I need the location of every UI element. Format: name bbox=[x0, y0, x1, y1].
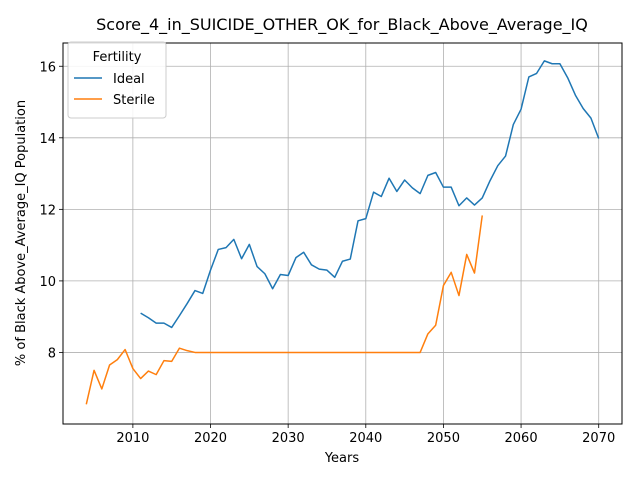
legend-label-ideal: Ideal bbox=[113, 72, 145, 87]
legend-title: Fertility bbox=[93, 50, 142, 65]
chart-title: Score_4_in_SUICIDE_OTHER_OK_for_Black_Ab… bbox=[96, 15, 588, 35]
x-tick-label: 2030 bbox=[272, 431, 305, 446]
y-axis-ticks: 8 10 12 14 16 bbox=[39, 60, 63, 361]
legend-label-sterile: Sterile bbox=[113, 93, 155, 108]
series-lines bbox=[85, 60, 600, 405]
x-axis-label: Years bbox=[324, 451, 360, 466]
y-axis-label: % of Black Above_Average_IQ Population bbox=[14, 100, 29, 366]
legend: Fertility Ideal Sterile bbox=[67, 41, 167, 119]
x-tick-label: 2070 bbox=[582, 431, 615, 446]
x-axis-ticks: 2010 2020 2030 2040 2050 2060 2070 bbox=[116, 424, 615, 446]
x-tick-label: 2010 bbox=[116, 431, 149, 446]
y-tick-label: 16 bbox=[39, 60, 56, 75]
y-tick-label: 14 bbox=[39, 132, 56, 147]
plot-area-frame bbox=[62, 42, 623, 425]
series-line-sterile bbox=[85, 215, 483, 405]
x-tick-label: 2060 bbox=[505, 431, 538, 446]
x-tick-label: 2020 bbox=[194, 431, 227, 446]
y-tick-label: 10 bbox=[39, 275, 56, 290]
series-line-ideal bbox=[140, 60, 600, 329]
y-tick-label: 8 bbox=[48, 346, 56, 361]
x-tick-label: 2040 bbox=[349, 431, 382, 446]
y-tick-label: 12 bbox=[39, 203, 56, 218]
x-tick-label: 2050 bbox=[427, 431, 460, 446]
